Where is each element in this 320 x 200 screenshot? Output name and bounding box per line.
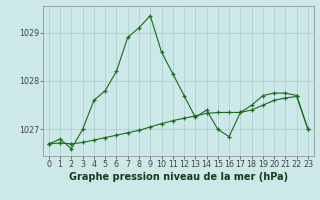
X-axis label: Graphe pression niveau de la mer (hPa): Graphe pression niveau de la mer (hPa) (69, 172, 288, 182)
